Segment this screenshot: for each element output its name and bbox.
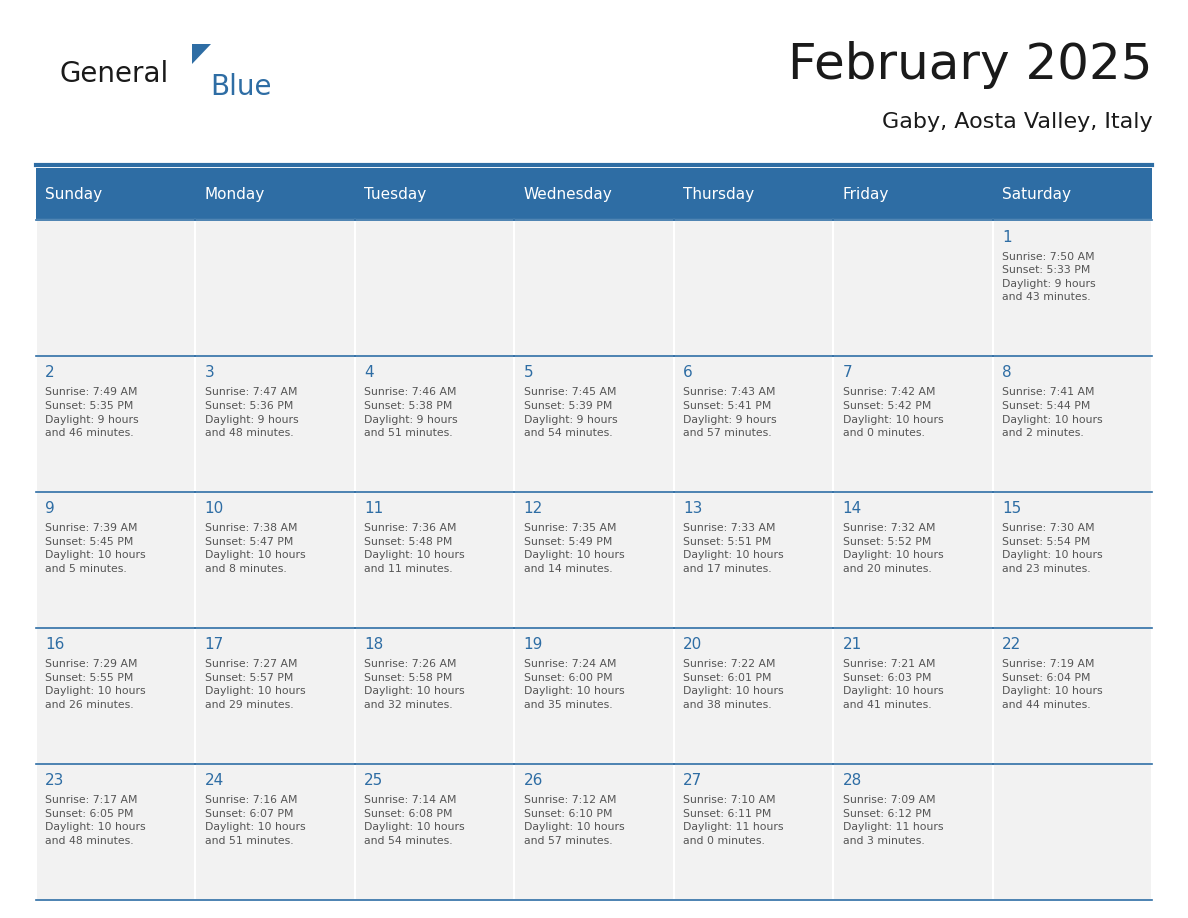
Text: 5: 5	[524, 365, 533, 380]
Text: Sunrise: 7:39 AM
Sunset: 5:45 PM
Daylight: 10 hours
and 5 minutes.: Sunrise: 7:39 AM Sunset: 5:45 PM Dayligh…	[45, 523, 146, 574]
Text: Sunrise: 7:32 AM
Sunset: 5:52 PM
Daylight: 10 hours
and 20 minutes.: Sunrise: 7:32 AM Sunset: 5:52 PM Dayligh…	[842, 523, 943, 574]
Text: Monday: Monday	[204, 186, 265, 202]
Text: 8: 8	[1003, 365, 1012, 380]
Text: February 2025: February 2025	[788, 41, 1152, 89]
Text: 16: 16	[45, 637, 64, 652]
Text: 24: 24	[204, 773, 223, 788]
Text: Gaby, Aosta Valley, Italy: Gaby, Aosta Valley, Italy	[881, 112, 1152, 132]
Text: Sunday: Sunday	[45, 186, 102, 202]
Text: 21: 21	[842, 637, 862, 652]
Text: Sunrise: 7:16 AM
Sunset: 6:07 PM
Daylight: 10 hours
and 51 minutes.: Sunrise: 7:16 AM Sunset: 6:07 PM Dayligh…	[204, 795, 305, 845]
Text: Sunrise: 7:46 AM
Sunset: 5:38 PM
Daylight: 9 hours
and 51 minutes.: Sunrise: 7:46 AM Sunset: 5:38 PM Dayligh…	[365, 387, 457, 438]
Text: 12: 12	[524, 501, 543, 516]
Text: 17: 17	[204, 637, 223, 652]
Text: Sunrise: 7:29 AM
Sunset: 5:55 PM
Daylight: 10 hours
and 26 minutes.: Sunrise: 7:29 AM Sunset: 5:55 PM Dayligh…	[45, 659, 146, 710]
Text: Sunrise: 7:19 AM
Sunset: 6:04 PM
Daylight: 10 hours
and 44 minutes.: Sunrise: 7:19 AM Sunset: 6:04 PM Dayligh…	[1003, 659, 1102, 710]
Text: Sunrise: 7:45 AM
Sunset: 5:39 PM
Daylight: 9 hours
and 54 minutes.: Sunrise: 7:45 AM Sunset: 5:39 PM Dayligh…	[524, 387, 618, 438]
Text: 25: 25	[365, 773, 384, 788]
Text: 27: 27	[683, 773, 702, 788]
Text: 14: 14	[842, 501, 862, 516]
Text: Sunrise: 7:33 AM
Sunset: 5:51 PM
Daylight: 10 hours
and 17 minutes.: Sunrise: 7:33 AM Sunset: 5:51 PM Dayligh…	[683, 523, 784, 574]
Text: 22: 22	[1003, 637, 1022, 652]
Text: Sunrise: 7:10 AM
Sunset: 6:11 PM
Daylight: 11 hours
and 0 minutes.: Sunrise: 7:10 AM Sunset: 6:11 PM Dayligh…	[683, 795, 784, 845]
Text: Tuesday: Tuesday	[365, 186, 426, 202]
Text: 3: 3	[204, 365, 214, 380]
Text: Sunrise: 7:42 AM
Sunset: 5:42 PM
Daylight: 10 hours
and 0 minutes.: Sunrise: 7:42 AM Sunset: 5:42 PM Dayligh…	[842, 387, 943, 438]
Text: Blue: Blue	[210, 73, 272, 102]
Text: 7: 7	[842, 365, 853, 380]
Text: Sunrise: 7:41 AM
Sunset: 5:44 PM
Daylight: 10 hours
and 2 minutes.: Sunrise: 7:41 AM Sunset: 5:44 PM Dayligh…	[1003, 387, 1102, 438]
Text: 23: 23	[45, 773, 64, 788]
Text: Sunrise: 7:22 AM
Sunset: 6:01 PM
Daylight: 10 hours
and 38 minutes.: Sunrise: 7:22 AM Sunset: 6:01 PM Dayligh…	[683, 659, 784, 710]
Text: 2: 2	[45, 365, 55, 380]
Text: Sunrise: 7:21 AM
Sunset: 6:03 PM
Daylight: 10 hours
and 41 minutes.: Sunrise: 7:21 AM Sunset: 6:03 PM Dayligh…	[842, 659, 943, 710]
Text: Sunrise: 7:09 AM
Sunset: 6:12 PM
Daylight: 11 hours
and 3 minutes.: Sunrise: 7:09 AM Sunset: 6:12 PM Dayligh…	[842, 795, 943, 845]
Text: Sunrise: 7:24 AM
Sunset: 6:00 PM
Daylight: 10 hours
and 35 minutes.: Sunrise: 7:24 AM Sunset: 6:00 PM Dayligh…	[524, 659, 625, 710]
Text: 11: 11	[365, 501, 384, 516]
Text: 20: 20	[683, 637, 702, 652]
Text: Sunrise: 7:38 AM
Sunset: 5:47 PM
Daylight: 10 hours
and 8 minutes.: Sunrise: 7:38 AM Sunset: 5:47 PM Dayligh…	[204, 523, 305, 574]
Text: Sunrise: 7:17 AM
Sunset: 6:05 PM
Daylight: 10 hours
and 48 minutes.: Sunrise: 7:17 AM Sunset: 6:05 PM Dayligh…	[45, 795, 146, 845]
Text: Sunrise: 7:47 AM
Sunset: 5:36 PM
Daylight: 9 hours
and 48 minutes.: Sunrise: 7:47 AM Sunset: 5:36 PM Dayligh…	[204, 387, 298, 438]
Text: Sunrise: 7:49 AM
Sunset: 5:35 PM
Daylight: 9 hours
and 46 minutes.: Sunrise: 7:49 AM Sunset: 5:35 PM Dayligh…	[45, 387, 139, 438]
Text: Sunrise: 7:43 AM
Sunset: 5:41 PM
Daylight: 9 hours
and 57 minutes.: Sunrise: 7:43 AM Sunset: 5:41 PM Dayligh…	[683, 387, 777, 438]
Text: Saturday: Saturday	[1003, 186, 1072, 202]
Text: Sunrise: 7:36 AM
Sunset: 5:48 PM
Daylight: 10 hours
and 11 minutes.: Sunrise: 7:36 AM Sunset: 5:48 PM Dayligh…	[365, 523, 465, 574]
Text: 19: 19	[524, 637, 543, 652]
Text: 18: 18	[365, 637, 384, 652]
Text: Sunrise: 7:27 AM
Sunset: 5:57 PM
Daylight: 10 hours
and 29 minutes.: Sunrise: 7:27 AM Sunset: 5:57 PM Dayligh…	[204, 659, 305, 710]
Text: Sunrise: 7:35 AM
Sunset: 5:49 PM
Daylight: 10 hours
and 14 minutes.: Sunrise: 7:35 AM Sunset: 5:49 PM Dayligh…	[524, 523, 625, 574]
Text: 26: 26	[524, 773, 543, 788]
Text: 28: 28	[842, 773, 862, 788]
Text: 9: 9	[45, 501, 55, 516]
Text: 13: 13	[683, 501, 702, 516]
Text: Sunrise: 7:26 AM
Sunset: 5:58 PM
Daylight: 10 hours
and 32 minutes.: Sunrise: 7:26 AM Sunset: 5:58 PM Dayligh…	[365, 659, 465, 710]
Text: Wednesday: Wednesday	[524, 186, 613, 202]
Text: Sunrise: 7:30 AM
Sunset: 5:54 PM
Daylight: 10 hours
and 23 minutes.: Sunrise: 7:30 AM Sunset: 5:54 PM Dayligh…	[1003, 523, 1102, 574]
Text: Friday: Friday	[842, 186, 889, 202]
Text: General: General	[59, 60, 169, 88]
Text: Thursday: Thursday	[683, 186, 754, 202]
Text: 6: 6	[683, 365, 693, 380]
Text: 15: 15	[1003, 501, 1022, 516]
Text: 1: 1	[1003, 230, 1012, 244]
Text: Sunrise: 7:12 AM
Sunset: 6:10 PM
Daylight: 10 hours
and 57 minutes.: Sunrise: 7:12 AM Sunset: 6:10 PM Dayligh…	[524, 795, 625, 845]
Text: 4: 4	[365, 365, 374, 380]
Text: Sunrise: 7:14 AM
Sunset: 6:08 PM
Daylight: 10 hours
and 54 minutes.: Sunrise: 7:14 AM Sunset: 6:08 PM Dayligh…	[365, 795, 465, 845]
Text: Sunrise: 7:50 AM
Sunset: 5:33 PM
Daylight: 9 hours
and 43 minutes.: Sunrise: 7:50 AM Sunset: 5:33 PM Dayligh…	[1003, 252, 1097, 302]
Text: 10: 10	[204, 501, 223, 516]
